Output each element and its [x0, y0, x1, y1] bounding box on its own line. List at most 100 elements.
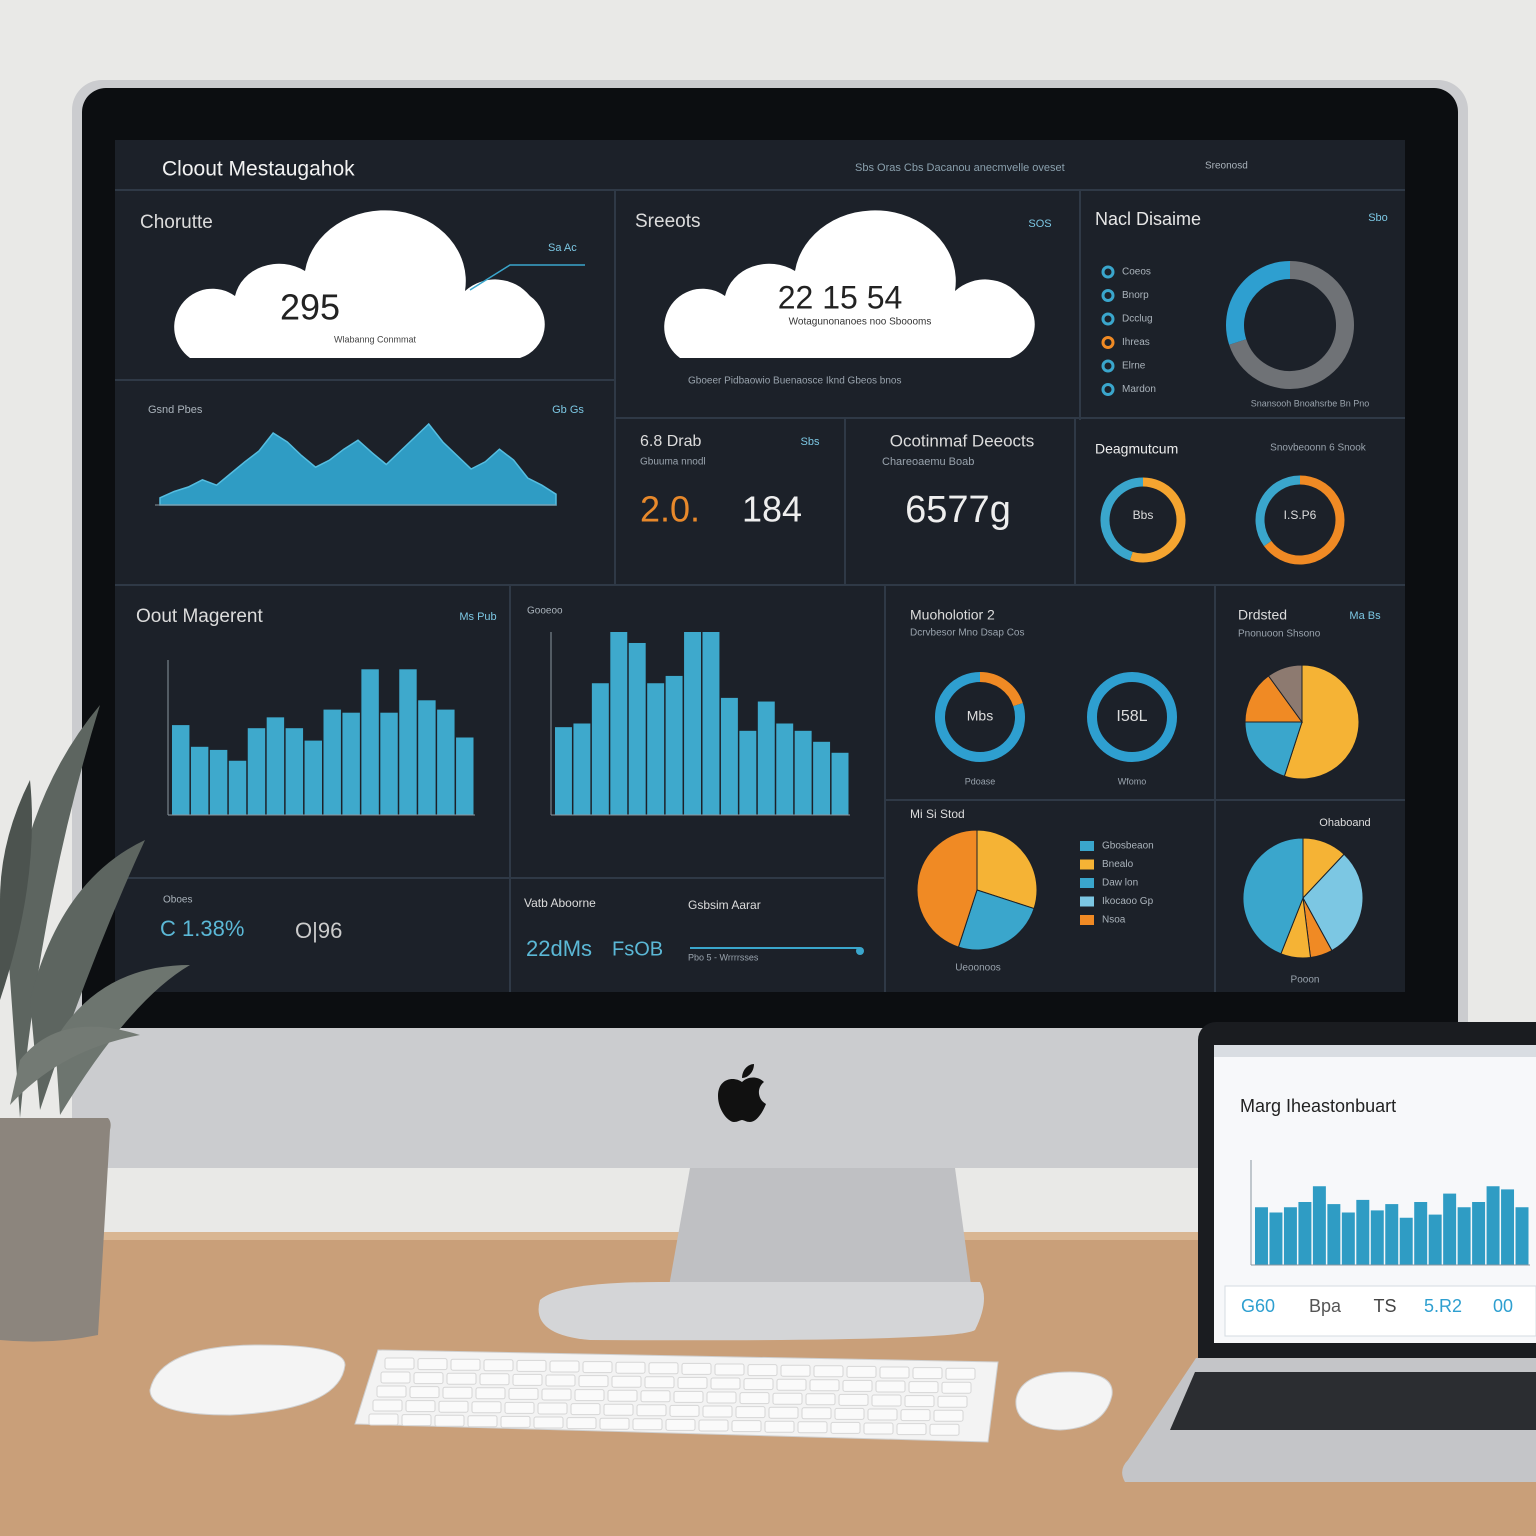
key [384, 1357, 415, 1370]
key [710, 1377, 741, 1390]
bar [794, 730, 812, 815]
legend-label: Ihreas [1122, 337, 1150, 348]
bar [285, 728, 304, 815]
key [516, 1359, 547, 1372]
label: Chareoaemu Boab [882, 456, 974, 468]
bar [361, 669, 379, 815]
key [846, 1365, 877, 1378]
legend-swatch [1080, 859, 1094, 870]
key [376, 1385, 407, 1398]
key [933, 1409, 964, 1422]
key [413, 1372, 444, 1385]
label: Sbs [801, 436, 820, 448]
key [809, 1379, 840, 1392]
key [636, 1404, 667, 1417]
legend-icon [1101, 383, 1115, 396]
label: Ms Pub [459, 611, 496, 623]
label: Ma Bs [1349, 610, 1381, 622]
legend-label: Coeos [1122, 267, 1151, 278]
bar [209, 749, 228, 815]
bar [1428, 1214, 1442, 1265]
key [533, 1416, 564, 1429]
key [537, 1402, 568, 1415]
label: I.S.P6 [1284, 508, 1317, 522]
key [483, 1359, 514, 1372]
label: C 1.38% [160, 916, 244, 941]
label: Sbo [1368, 212, 1388, 224]
label: Gsnd Pbes [148, 404, 203, 416]
bar [1472, 1202, 1486, 1265]
label: Ohaboand [1319, 817, 1370, 829]
key [409, 1386, 440, 1399]
plant-pot [0, 1118, 111, 1342]
key [368, 1413, 399, 1426]
key [743, 1378, 774, 1391]
label: Nacl Disaime [1095, 209, 1201, 229]
key [945, 1367, 976, 1380]
key [438, 1400, 469, 1413]
bar [1327, 1204, 1341, 1265]
label: Oout Magerent [136, 606, 263, 627]
label: 295 [280, 287, 340, 328]
key [442, 1386, 473, 1399]
bar [228, 760, 247, 815]
key [863, 1422, 894, 1435]
ring-segment [1129, 477, 1186, 563]
legend-label: Bnorp [1122, 290, 1149, 301]
key [446, 1372, 477, 1385]
legend-icon [1101, 265, 1115, 279]
ring-segment [1087, 672, 1177, 762]
key [677, 1376, 708, 1389]
laptop-stat: G60 [1241, 1296, 1275, 1316]
key [450, 1358, 481, 1371]
laptop-keyboard [1170, 1372, 1536, 1430]
bar [437, 709, 455, 815]
key [735, 1406, 766, 1419]
label: Gooeoo [527, 606, 563, 617]
legend-label: Dcclug [1122, 314, 1153, 325]
key [776, 1378, 807, 1391]
legend-swatch [1080, 878, 1094, 888]
key [838, 1393, 869, 1406]
key [665, 1418, 696, 1431]
legend-label: Ikocaoo Gp [1102, 896, 1154, 907]
logo-body [718, 1077, 766, 1122]
key [702, 1405, 733, 1418]
bar [1486, 1186, 1500, 1265]
label: Pbo 5 - Wrrrrsses [688, 952, 759, 962]
ring-segment [935, 672, 1025, 762]
bar [380, 712, 398, 815]
label: Dcrvbesor Mno Dsap Cos [910, 628, 1024, 639]
key [780, 1364, 811, 1377]
key [574, 1389, 605, 1402]
key [434, 1414, 465, 1427]
bar [610, 632, 628, 815]
label: Ueoonoos [955, 963, 1001, 974]
label: Sa Ac [548, 242, 577, 254]
pie-slice [957, 889, 1035, 951]
bar [591, 683, 609, 815]
key [500, 1415, 531, 1428]
bar [1269, 1212, 1283, 1265]
laptop-stat: Bpa [1309, 1296, 1342, 1316]
label: Gbuuma nnodl [640, 457, 706, 468]
label: Mbs [967, 708, 993, 724]
key [739, 1392, 770, 1405]
key [644, 1376, 675, 1389]
callout-line [469, 264, 585, 291]
cloud [664, 210, 1035, 358]
legend-swatch [1080, 841, 1094, 851]
label: FsOB [612, 938, 663, 960]
laptop-stat: 00 [1493, 1296, 1513, 1316]
label: Deagmutcum [1095, 441, 1178, 457]
label: 22 15 54 [778, 279, 903, 315]
key [582, 1361, 613, 1374]
key [813, 1365, 844, 1378]
key [842, 1379, 873, 1392]
bar [342, 712, 360, 815]
bar [555, 727, 572, 815]
bar [684, 632, 701, 815]
key [479, 1373, 510, 1386]
